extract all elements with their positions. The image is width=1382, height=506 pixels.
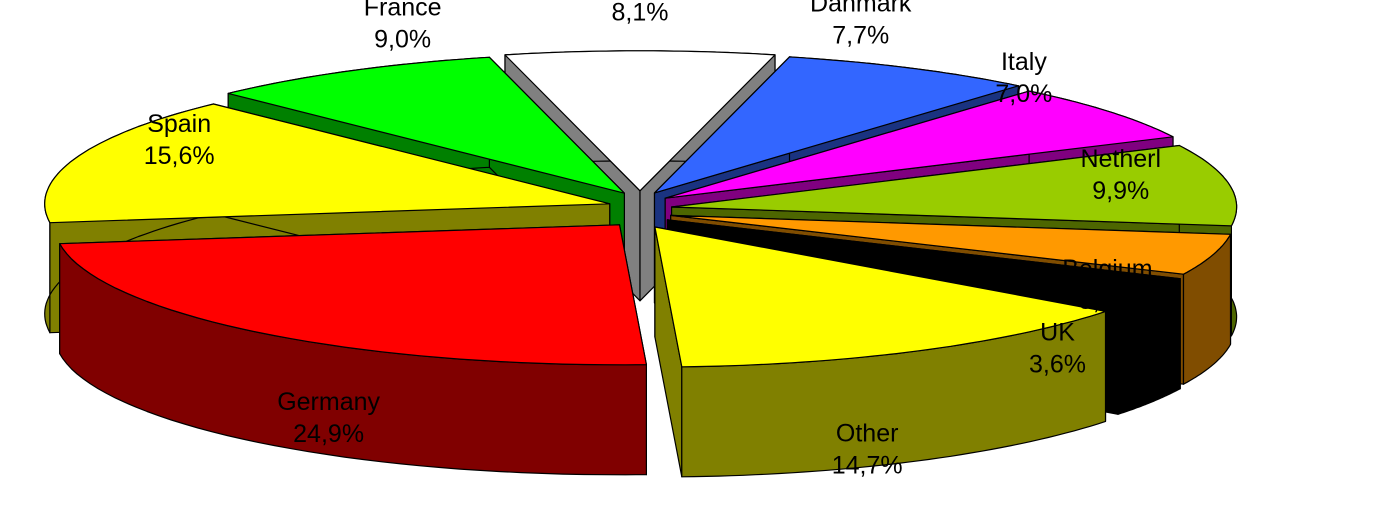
slice — [654, 226, 1107, 478]
slice-value-label: 5,0% — [1079, 287, 1136, 315]
slice-label: France — [364, 0, 442, 21]
slice-value-label: 9,0% — [374, 25, 431, 53]
slice-label: Belgium — [1062, 255, 1152, 283]
slice-label: Germany — [277, 388, 380, 416]
slice-label: UK — [1040, 319, 1075, 347]
slice — [666, 219, 1181, 305]
slice-label: Spain — [147, 110, 211, 138]
slice — [653, 56, 1019, 194]
slice-value-label: 9,9% — [1092, 177, 1149, 205]
slice-label: Danmark — [810, 0, 912, 17]
slice-value-label: 15,6% — [144, 142, 215, 170]
slice-value-label: 3,6% — [1029, 351, 1086, 379]
slice-label: Italy — [1001, 48, 1047, 76]
slice-label: Netherl — [1080, 145, 1161, 173]
slice — [44, 103, 611, 224]
slice — [59, 224, 647, 476]
slice-value-label: 14,7% — [832, 451, 903, 479]
slice — [654, 226, 1107, 368]
slice — [504, 50, 776, 192]
slice-value-label: 24,9% — [293, 420, 364, 448]
slice-value-label: 7,7% — [832, 21, 889, 49]
slice — [670, 214, 1232, 275]
slice-value-label: 8,1% — [612, 0, 669, 26]
slice — [671, 144, 1238, 227]
slice-label: Other — [836, 419, 899, 447]
slice — [59, 224, 647, 366]
slice-value-label: 7,0% — [995, 80, 1052, 108]
slice — [227, 56, 625, 194]
slice — [664, 90, 1174, 199]
